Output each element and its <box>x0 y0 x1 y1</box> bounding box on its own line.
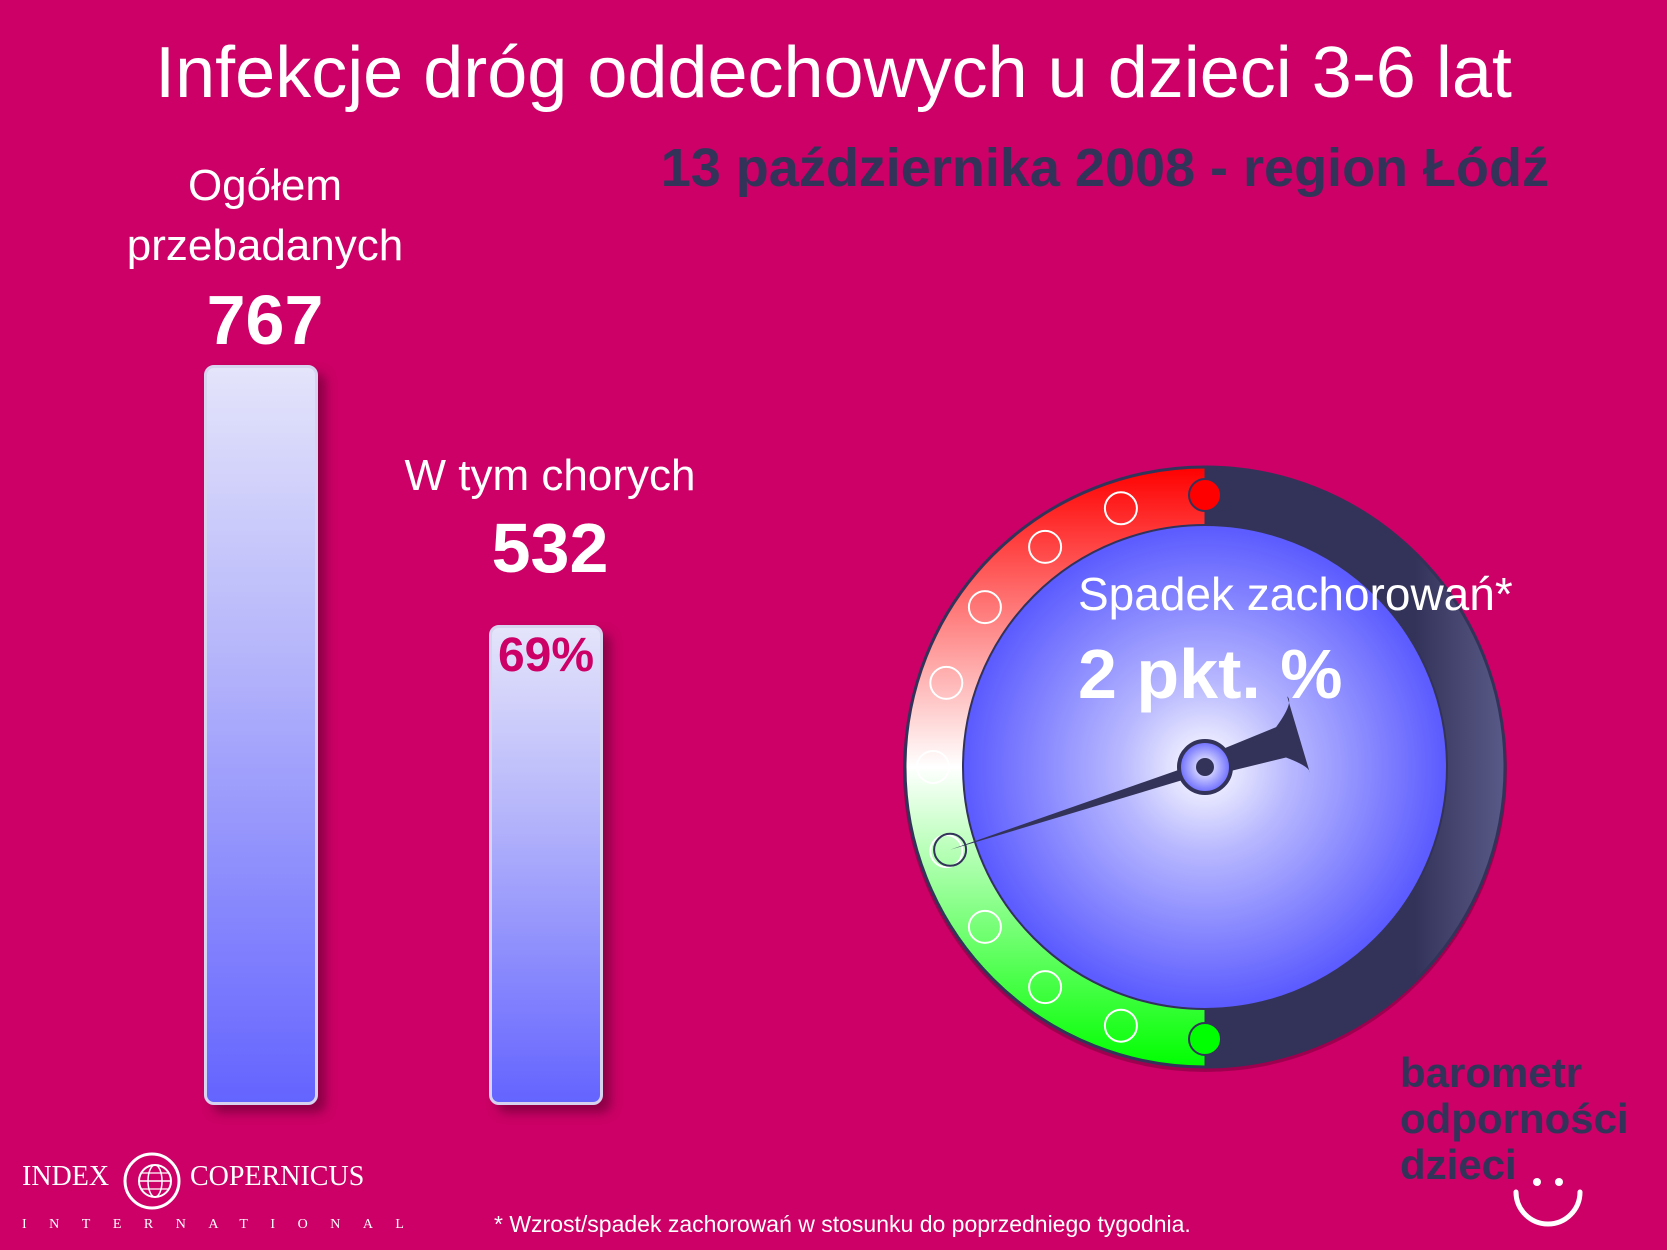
bar-label-total-line2: przebadanych <box>126 221 404 270</box>
page-subtitle: 13 października 2008 - region Łódź <box>660 138 1549 198</box>
gauge-tick <box>1188 1022 1222 1056</box>
bar-label-total: Ogółem przebadanych <box>80 156 450 276</box>
bar-value-sick: 532 <box>491 509 609 587</box>
gauge-tick <box>1188 478 1222 512</box>
bar-value-total: 767 <box>206 281 324 359</box>
gauge-tick <box>1103 1008 1138 1043</box>
brand-logo: barometr odporności dzieci <box>1400 1050 1629 1188</box>
footnote: * Wzrost/spadek zachorowań w stosunku do… <box>494 1211 1191 1237</box>
logo-copernicus-text: COPERNICUS <box>190 1161 365 1192</box>
globe-icon <box>123 1152 181 1210</box>
logo-index-text: INDEX <box>22 1161 110 1192</box>
smiley-icon <box>1513 1178 1583 1227</box>
gauge-tick <box>1103 491 1138 526</box>
gauge-needle-tip <box>933 832 968 867</box>
gauge-tick <box>916 750 950 784</box>
page-title: Infekcje dróg oddechowych u dzieci 3-6 l… <box>155 33 1512 113</box>
gauge-ring-dark <box>1205 467 1505 1067</box>
gauge-tick <box>929 665 964 700</box>
gauge-value: 2 pkt. % <box>1078 635 1343 713</box>
brand-line3: dzieci <box>1400 1141 1517 1188</box>
bar-sick: 69% <box>489 625 603 1105</box>
logo-international-text: INTERNATIONAL <box>22 1217 427 1232</box>
bar-label-total-line1: Ogółem <box>187 161 343 210</box>
gauge-ticks <box>916 478 1222 1056</box>
barometer-gauge <box>903 465 1507 1072</box>
gauge-label: Spadek zachorowań* <box>1078 568 1513 620</box>
gauge-tick <box>1028 529 1063 564</box>
gauge-needle <box>950 761 1207 850</box>
bar-label-sick: W tym chorych <box>404 451 696 500</box>
brand-line2: odporności <box>1400 1095 1629 1142</box>
brand-line1: barometr <box>1400 1049 1583 1096</box>
bar-total <box>204 365 318 1105</box>
gauge-tick <box>967 909 1002 944</box>
gauge-tick <box>1028 970 1063 1005</box>
bar-percent-label: 69% <box>497 629 595 682</box>
gauge-tick <box>967 590 1002 625</box>
